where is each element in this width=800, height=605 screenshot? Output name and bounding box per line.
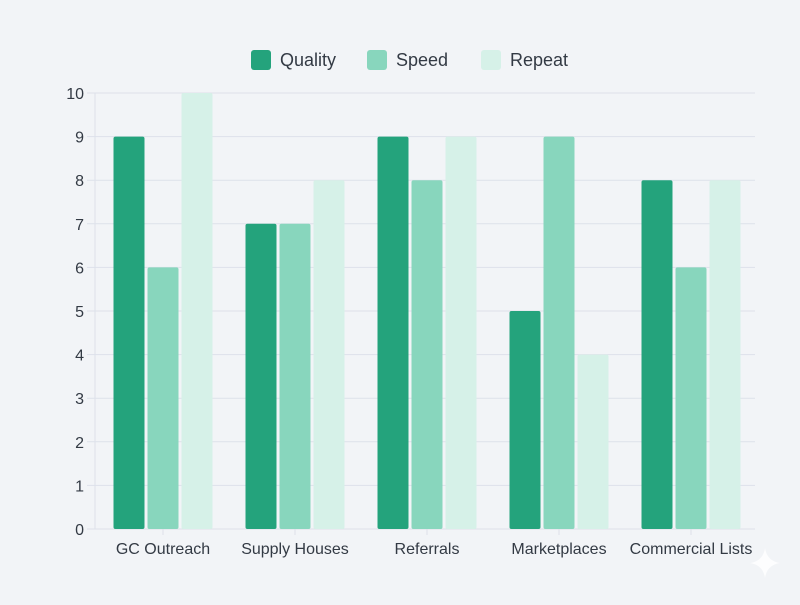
bar-repeat — [445, 136, 477, 529]
bar-repeat — [181, 93, 213, 529]
bars — [113, 93, 741, 530]
bar-speed — [147, 267, 179, 529]
y-tick-label: 10 — [66, 86, 84, 103]
y-tick-label: 3 — [75, 391, 84, 408]
bar-quality — [377, 136, 409, 529]
legend-label: Quality — [280, 50, 336, 70]
y-tick-label: 5 — [75, 304, 84, 321]
y-axis: 0 1 2 3 4 5 6 7 8 9 10 — [66, 86, 84, 539]
x-tick-label: Supply Houses — [241, 541, 349, 558]
bar-repeat — [577, 354, 609, 529]
x-tick-label: Marketplaces — [511, 541, 606, 558]
legend: Quality Speed Repeat — [251, 50, 568, 70]
bar-repeat — [709, 180, 741, 529]
y-tick-label: 8 — [75, 173, 84, 190]
legend-label: Repeat — [510, 50, 568, 70]
y-tick-label: 0 — [75, 522, 84, 539]
sparkle-icon — [750, 548, 780, 578]
bar-speed — [543, 136, 575, 529]
bar-quality — [245, 223, 277, 530]
legend-label: Speed — [396, 50, 448, 70]
legend-swatch-quality — [251, 50, 271, 70]
bar-quality — [113, 136, 145, 529]
x-tick-label: GC Outreach — [116, 541, 210, 558]
x-axis: GC Outreach Supply Houses Referrals Marketp… — [116, 529, 752, 558]
x-tick-label: Referrals — [395, 541, 460, 558]
bar-speed — [675, 267, 707, 529]
bar-quality — [509, 311, 541, 529]
y-tick-label: 9 — [75, 130, 84, 147]
x-tick-label: Commercial Lists — [630, 541, 753, 558]
bar-speed — [411, 180, 443, 529]
legend-swatch-speed — [367, 50, 387, 70]
y-tick-label: 4 — [75, 348, 84, 365]
bar-repeat — [313, 180, 345, 529]
y-tick-label: 6 — [75, 260, 84, 277]
y-tick-label: 1 — [75, 478, 84, 495]
legend-swatch-repeat — [481, 50, 501, 70]
bar-quality — [641, 180, 673, 529]
y-tick-label: 2 — [75, 435, 84, 452]
bar-speed — [279, 223, 311, 530]
y-tick-label: 7 — [75, 217, 84, 234]
